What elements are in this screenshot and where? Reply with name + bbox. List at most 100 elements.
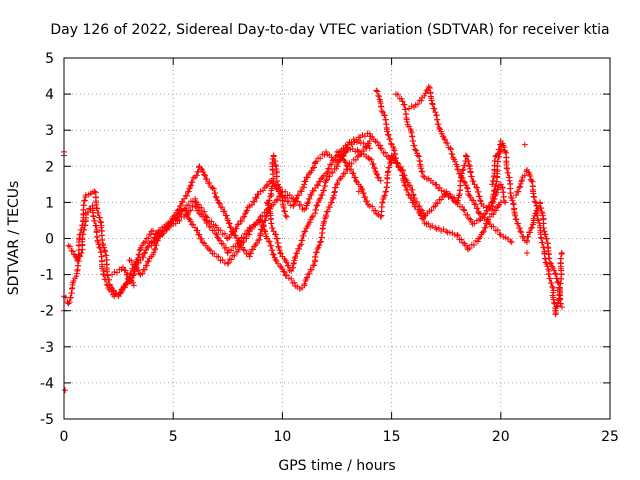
data-point bbox=[466, 245, 473, 252]
data-point bbox=[179, 198, 186, 205]
data-point bbox=[386, 164, 393, 171]
data-point bbox=[194, 227, 201, 234]
data-point bbox=[122, 267, 129, 274]
data-point bbox=[428, 207, 435, 214]
data-point bbox=[236, 244, 243, 251]
data-point bbox=[311, 262, 318, 269]
data-point bbox=[317, 178, 324, 185]
data-point bbox=[525, 233, 532, 240]
data-point bbox=[421, 213, 428, 220]
data-point bbox=[518, 177, 525, 184]
data-point bbox=[306, 219, 313, 226]
data-point bbox=[387, 160, 394, 167]
data-point bbox=[406, 123, 413, 130]
data-point bbox=[259, 212, 266, 219]
data-point bbox=[277, 193, 284, 200]
data-point bbox=[334, 181, 340, 188]
data-point bbox=[165, 224, 172, 231]
data-point bbox=[515, 220, 522, 227]
data-point bbox=[462, 152, 469, 159]
data-point bbox=[374, 139, 381, 146]
data-point bbox=[378, 108, 385, 115]
data-point bbox=[532, 199, 539, 206]
chart-title: Day 126 of 2022, Sidereal Day-to-day VTE… bbox=[50, 22, 609, 38]
data-point bbox=[253, 195, 260, 202]
data-point bbox=[277, 249, 284, 256]
data-point bbox=[104, 272, 111, 279]
data-point bbox=[281, 208, 288, 215]
data-point bbox=[517, 183, 524, 190]
data-point bbox=[513, 192, 520, 199]
data-point bbox=[100, 244, 107, 251]
data-point bbox=[285, 262, 292, 269]
data-point bbox=[181, 195, 188, 202]
data-point bbox=[411, 195, 418, 202]
data-point bbox=[299, 237, 306, 244]
data-point bbox=[253, 240, 260, 247]
data-point bbox=[490, 223, 497, 230]
data-point bbox=[418, 165, 425, 172]
data-point bbox=[130, 282, 137, 289]
data-point bbox=[377, 142, 384, 149]
data-point bbox=[240, 238, 247, 245]
data-point bbox=[475, 210, 482, 217]
data-point bbox=[374, 88, 381, 95]
data-point bbox=[416, 203, 423, 210]
data-point bbox=[283, 259, 290, 266]
series-arc-1 bbox=[61, 203, 137, 307]
y-tick-label: 0 bbox=[45, 232, 54, 248]
data-point bbox=[140, 254, 147, 261]
data-point bbox=[302, 178, 309, 185]
data-point bbox=[312, 159, 319, 166]
data-point bbox=[494, 227, 501, 234]
data-point bbox=[405, 182, 412, 189]
data-point bbox=[398, 95, 405, 102]
data-point bbox=[99, 240, 106, 247]
data-point bbox=[185, 188, 192, 195]
data-point bbox=[362, 193, 369, 200]
data-point bbox=[209, 184, 216, 191]
data-point bbox=[102, 248, 109, 255]
data-point bbox=[251, 243, 258, 250]
data-point bbox=[185, 202, 192, 209]
data-point bbox=[308, 192, 315, 199]
data-point bbox=[510, 206, 517, 213]
data-point bbox=[308, 214, 315, 221]
x-tick-label: 10 bbox=[273, 429, 291, 445]
data-point bbox=[323, 176, 330, 183]
data-point bbox=[481, 214, 488, 221]
data-point bbox=[135, 267, 142, 274]
data-point bbox=[418, 97, 425, 104]
x-tick-label: 0 bbox=[60, 429, 69, 445]
data-point bbox=[178, 202, 185, 209]
data-point bbox=[124, 271, 131, 278]
data-point bbox=[118, 286, 125, 293]
data-point bbox=[428, 97, 435, 104]
data-point bbox=[308, 266, 315, 273]
data-point bbox=[170, 217, 177, 224]
data-point bbox=[542, 255, 549, 262]
data-point bbox=[536, 220, 543, 227]
data-point bbox=[486, 213, 493, 220]
data-point bbox=[490, 211, 497, 218]
y-tick-label: 4 bbox=[45, 87, 54, 103]
data-point bbox=[215, 253, 222, 260]
data-point bbox=[385, 132, 392, 139]
data-point bbox=[272, 158, 279, 165]
data-point bbox=[502, 148, 509, 155]
data-point bbox=[417, 206, 424, 213]
data-point bbox=[423, 87, 430, 94]
data-point bbox=[385, 168, 392, 175]
data-point bbox=[291, 279, 298, 286]
data-point bbox=[470, 197, 477, 204]
data-point bbox=[480, 211, 487, 218]
data-point bbox=[422, 90, 429, 97]
data-point bbox=[142, 249, 149, 256]
data-point bbox=[454, 197, 461, 204]
data-point bbox=[256, 236, 263, 243]
data-point bbox=[176, 217, 183, 224]
data-point bbox=[290, 203, 297, 210]
data-point bbox=[521, 172, 528, 179]
data-point bbox=[429, 101, 436, 108]
data-point bbox=[472, 201, 479, 208]
